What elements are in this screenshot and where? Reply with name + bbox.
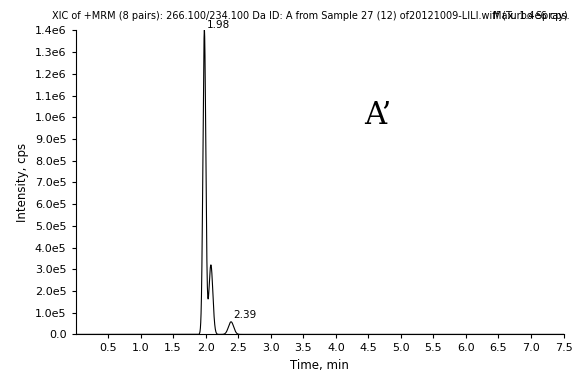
Text: XIC of +MRM (8 pairs): 266.100/234.100 Da ID: A from Sample 27 (12) of20121009-L: XIC of +MRM (8 pairs): 266.100/234.100 D… [52,11,568,21]
Text: 2.39: 2.39 [233,310,256,320]
Text: 1.98: 1.98 [207,20,230,30]
Y-axis label: Intensity, cps: Intensity, cps [16,143,29,222]
X-axis label: Time, min: Time, min [290,359,349,372]
Text: A’: A’ [364,100,392,131]
Text: Max. 1.4e6 cps.: Max. 1.4e6 cps. [493,11,569,21]
